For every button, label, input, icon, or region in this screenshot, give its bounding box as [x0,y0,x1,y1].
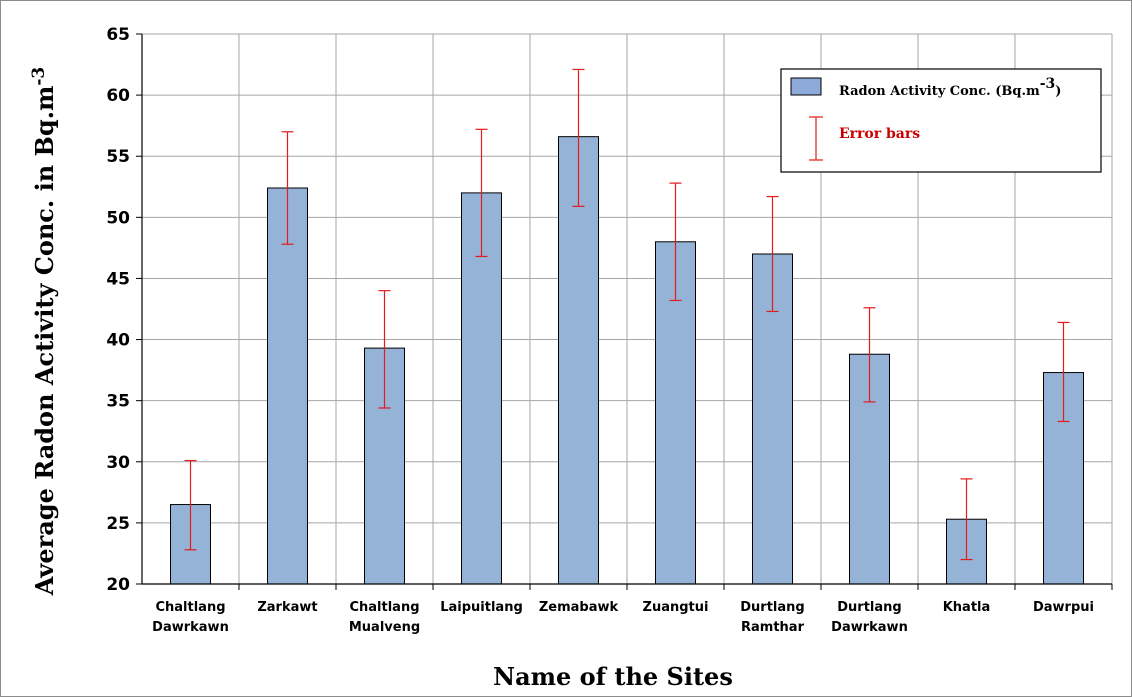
x-tick-label: Durtlang Ramthar [740,600,804,635]
y-tick-label: 30 [106,453,130,473]
error-bar-layer [184,68,1070,561]
error-bar [475,128,488,258]
x-tick-label: Zarkawt [257,600,317,615]
error-bar [281,131,294,245]
x-tick-label: Chaltlang Dawrkawn [152,600,229,635]
y-tick-label: 40 [106,331,130,351]
y-tick-label: 45 [106,269,130,289]
x-tick-label: Durtlang Dawrkawn [831,600,908,635]
error-bar [669,182,682,302]
y-tick-label: 25 [106,514,130,534]
y-tick-label: 35 [106,392,130,412]
y-tick-label: 55 [106,147,130,167]
error-bar [572,68,585,207]
legend-error-bar-symbol [809,116,823,161]
bar [267,187,308,585]
x-tick-label: Khatla [943,600,991,615]
legend-bar-swatch [790,77,822,96]
legend-box [780,68,1102,173]
error-bar [184,459,197,551]
y-tick-label: 50 [106,208,130,228]
error-bar [1057,321,1070,423]
x-tick-label: Zemabawk [539,600,619,615]
x-tick-label: Dawrpui [1033,600,1094,615]
x-tick-label: Chaltlang Mualveng [349,600,420,635]
error-bar [863,307,876,403]
bar [558,136,599,585]
bar [461,192,502,585]
legend-bar-label: Radon Activity Conc. (Bq.m-3) [839,76,1061,99]
y-tick-labels: 20 25 30 35 40 45 50 55 60 65 [106,25,130,595]
x-tick-label: Zuangtui [643,600,709,615]
y-tick-label: 65 [106,25,130,45]
y-axis-title: Average Radon Activity Conc. in Bq.m-3 [29,67,59,597]
axis-layer [136,33,1113,590]
error-bar [766,195,779,313]
y-tick-label: 60 [106,86,130,106]
legend: Radon Activity Conc. (Bq.m-3) Error bars [780,68,1102,173]
y-tick-label: 20 [106,575,130,595]
error-bar [378,290,391,409]
x-axis-title: Name of the Sites [493,662,733,691]
error-bar [960,478,973,561]
x-tick-label: Laipuitlang [440,600,523,615]
x-tick-labels: Chaltlang Dawrkawn Zarkawt Chaltlang Mualven… [152,600,1094,635]
legend-error-label: Error bars [839,126,920,142]
